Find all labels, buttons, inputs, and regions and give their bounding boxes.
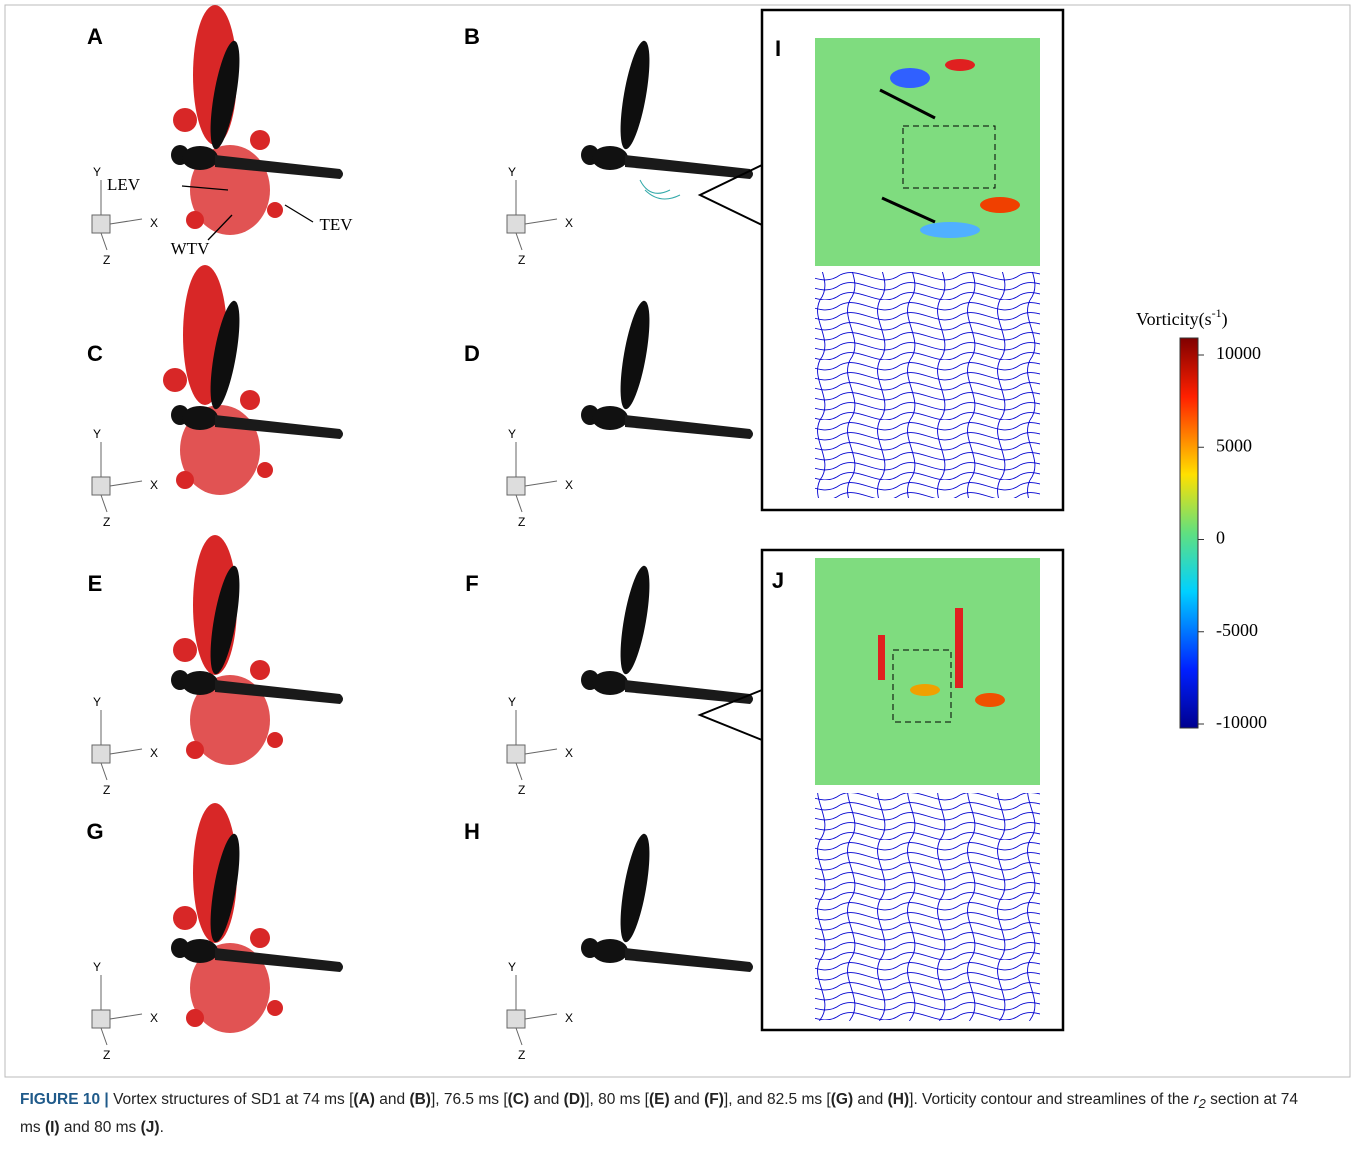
panel-d-image xyxy=(581,299,753,439)
axis-label: X xyxy=(565,1011,573,1025)
axis-label: X xyxy=(565,746,573,760)
colorbar-tick-label: -5000 xyxy=(1216,620,1258,640)
colorbar xyxy=(1180,338,1198,728)
panel-e-image xyxy=(171,535,343,765)
caption-text: and 80 ms xyxy=(60,1119,141,1136)
annotation: TEV xyxy=(319,215,353,234)
axis-label: Z xyxy=(518,515,525,529)
axis-label: Z xyxy=(103,1048,110,1062)
colorbar-tick-label: 5000 xyxy=(1216,435,1252,455)
caption-text: (F) xyxy=(704,1091,724,1108)
panel-label: D xyxy=(464,341,480,366)
axis-label: Y xyxy=(93,960,101,974)
axis-triad xyxy=(507,180,557,250)
panel-label: E xyxy=(88,571,103,596)
caption-text: ], 80 ms [ xyxy=(585,1091,649,1108)
axis-triad xyxy=(92,710,142,780)
axis-label: Y xyxy=(508,165,516,179)
annotation: WTV xyxy=(171,239,210,258)
panel-a-image xyxy=(171,5,343,235)
caption-text: and xyxy=(529,1091,563,1108)
streamline-image xyxy=(815,272,1040,498)
axis-label: Z xyxy=(518,253,525,267)
caption-text: (I) xyxy=(45,1119,60,1136)
caption-text: ]. Vorticity contour and streamlines of … xyxy=(909,1091,1193,1108)
axis-triad xyxy=(92,975,142,1045)
axis-triad xyxy=(507,975,557,1045)
axis-label: Z xyxy=(518,783,525,797)
contour-image xyxy=(815,558,1040,785)
annotation: LEV xyxy=(107,175,141,194)
colorbar-tick-label: 0 xyxy=(1216,528,1225,548)
figure: Vorticity(s-1) LEV WTV TEV A B C D E F G H I J Y X Z… xyxy=(0,0,1355,1082)
panel-b-image xyxy=(581,39,753,199)
colorbar-tick-label: -10000 xyxy=(1216,712,1267,732)
axis-label: Y xyxy=(93,165,101,179)
panel-label: B xyxy=(464,24,480,49)
caption-text: and xyxy=(375,1091,409,1108)
streamline-image xyxy=(815,793,1040,1021)
panel-label: C xyxy=(87,341,103,366)
axis-label: Y xyxy=(93,695,101,709)
axis-label: Y xyxy=(508,427,516,441)
callout-lines xyxy=(700,165,762,740)
caption-text: (C) xyxy=(508,1091,530,1108)
caption-text: ], 76.5 ms [ xyxy=(431,1091,508,1108)
panel-label: A xyxy=(87,24,103,49)
caption-text: and xyxy=(853,1091,887,1108)
caption-text: (H) xyxy=(888,1091,910,1108)
axis-label: X xyxy=(150,478,158,492)
axis-label: Z xyxy=(518,1048,525,1062)
caption: FIGURE 10 | Vortex structures of SD1 at … xyxy=(20,1088,1310,1140)
axis-label: X xyxy=(565,216,573,230)
panel-f-image xyxy=(581,564,753,704)
axis-label: X xyxy=(565,478,573,492)
colorbar-title-end: ) xyxy=(1222,309,1228,330)
axis-triad xyxy=(507,710,557,780)
caption-text: FIGURE 10 | xyxy=(20,1091,113,1108)
colorbar-title-main: Vorticity(s xyxy=(1136,309,1212,330)
panel-label: F xyxy=(465,571,478,596)
axis-label: Y xyxy=(93,427,101,441)
caption-text: Vortex structures of SD1 at 74 ms [ xyxy=(113,1091,353,1108)
caption-text: . xyxy=(160,1119,164,1136)
axis-label: Z xyxy=(103,783,110,797)
caption-text: (J) xyxy=(141,1119,160,1136)
axis-label: X xyxy=(150,746,158,760)
page: Vorticity(s-1) LEV WTV TEV A B C D E F G H I J Y X Z… xyxy=(0,0,1355,1151)
colorbar-title-sup: -1 xyxy=(1212,306,1222,320)
colorbar-title: Vorticity(s-1) xyxy=(1136,306,1228,330)
axis-label: X xyxy=(150,1011,158,1025)
caption-text: ], and 82.5 ms [ xyxy=(724,1091,831,1108)
caption-text: 2 xyxy=(1199,1096,1206,1111)
colorbar-tick-label: 10000 xyxy=(1216,343,1261,363)
panel-label: J xyxy=(772,568,784,593)
caption-text: (B) xyxy=(409,1091,431,1108)
axis-triad xyxy=(92,442,142,512)
panel-label: G xyxy=(86,819,103,844)
caption-text: (A) xyxy=(353,1091,375,1108)
panel-h-image xyxy=(581,832,753,972)
caption-text: (G) xyxy=(831,1091,853,1108)
panel-g-image xyxy=(171,803,343,1033)
axis-label: Y xyxy=(508,695,516,709)
panel-label: H xyxy=(464,819,480,844)
axis-label: Z xyxy=(103,515,110,529)
axis-label: X xyxy=(150,216,158,230)
caption-text: (D) xyxy=(564,1091,586,1108)
contour-image xyxy=(815,38,1040,266)
caption-text: and xyxy=(670,1091,704,1108)
axis-triad xyxy=(507,442,557,512)
panel-label: I xyxy=(775,36,781,61)
axis-label: Y xyxy=(508,960,516,974)
caption-text: (E) xyxy=(649,1091,670,1108)
panel-c-image xyxy=(163,265,343,495)
axis-label: Z xyxy=(103,253,110,267)
